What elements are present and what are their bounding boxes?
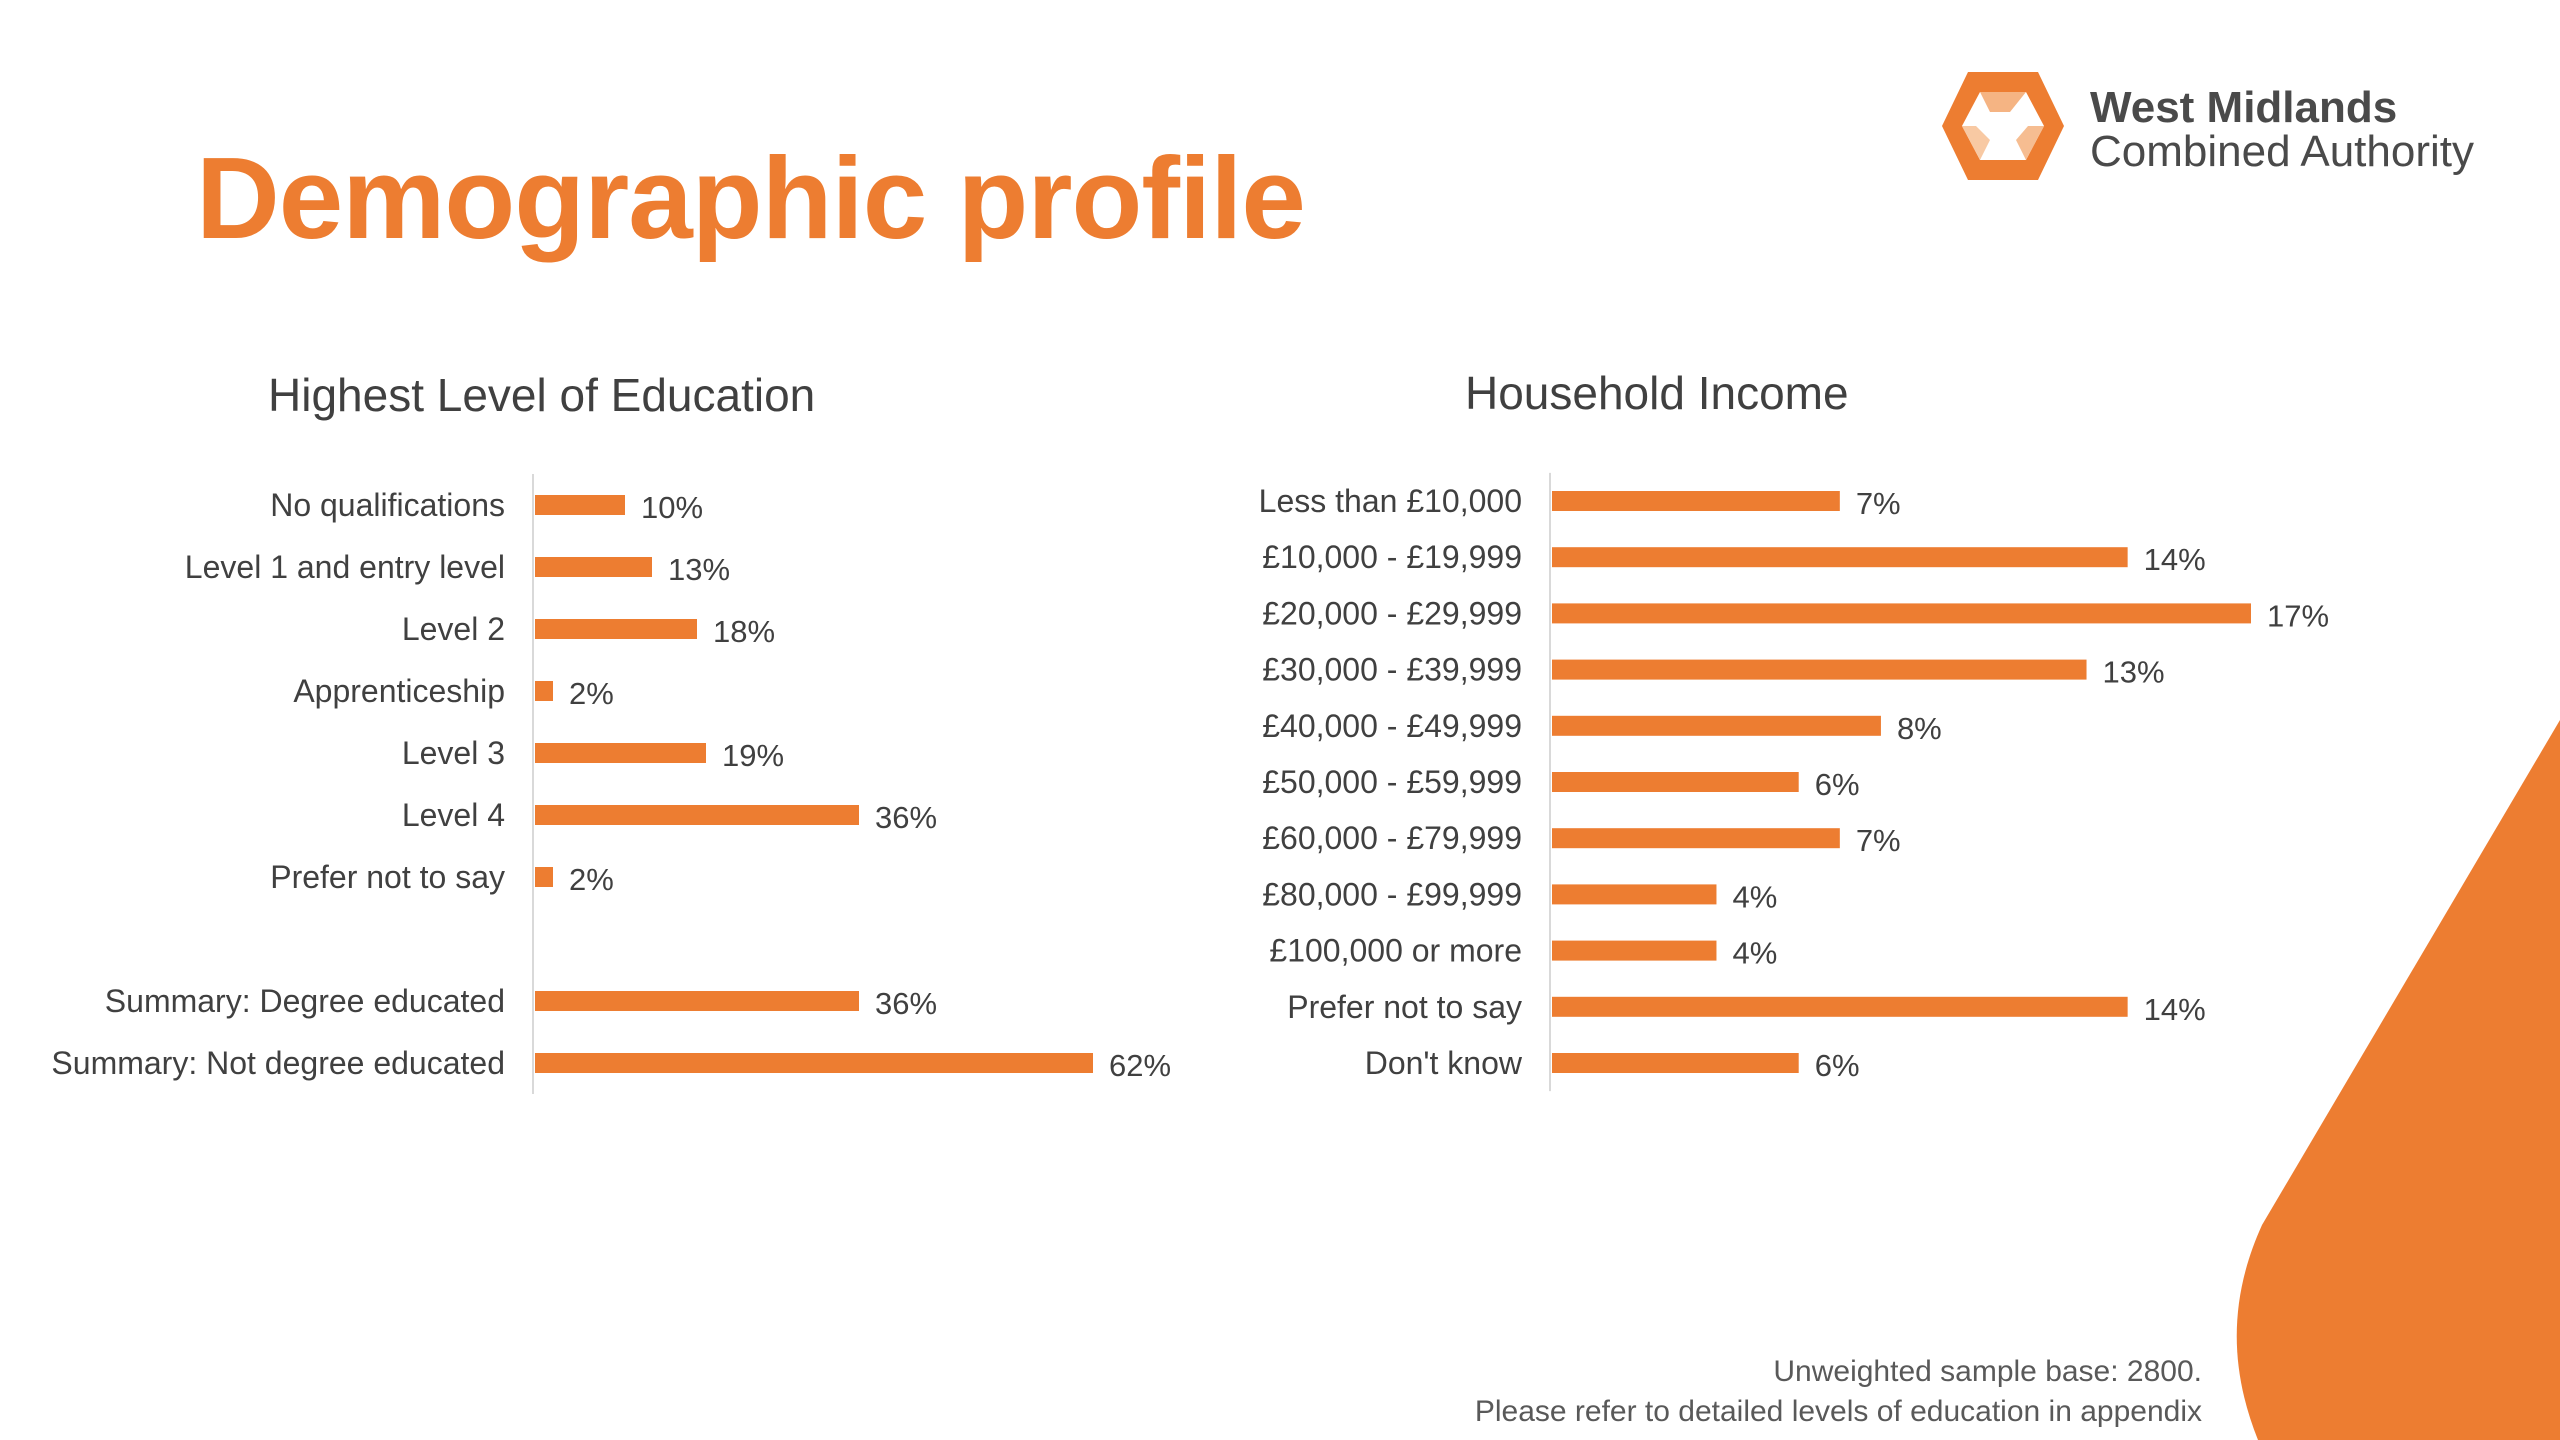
income-bar bbox=[1552, 996, 2128, 1017]
education-chart-title: Highest Level of Education bbox=[268, 369, 816, 421]
logo-text-line1: West Midlands bbox=[2090, 83, 2398, 132]
education-category-label: Level 1 and entry level bbox=[185, 549, 505, 585]
education-category-label: Summary: Degree educated bbox=[105, 983, 505, 1019]
income-category-label: £100,000 or more bbox=[1269, 933, 1522, 969]
education-category-label: Level 2 bbox=[402, 611, 505, 647]
education-data-label: 13% bbox=[668, 552, 730, 587]
income-category-label: £40,000 - £49,999 bbox=[1262, 708, 1522, 744]
education-data-label: 10% bbox=[641, 490, 703, 525]
education-data-label: 36% bbox=[875, 800, 937, 835]
education-category-label: No qualifications bbox=[270, 487, 505, 523]
income-data-label: 14% bbox=[2144, 542, 2206, 577]
income-bar bbox=[1552, 772, 1799, 792]
income-bar bbox=[1552, 547, 2128, 568]
income-data-label: 8% bbox=[1897, 711, 1942, 746]
education-bar bbox=[535, 805, 859, 825]
income-category-label: Don't know bbox=[1365, 1045, 1523, 1081]
income-category-label: £60,000 - £79,999 bbox=[1262, 820, 1522, 856]
logo: West Midlands Combined Authority bbox=[1940, 68, 2560, 198]
income-category-label: Less than £10,000 bbox=[1259, 483, 1522, 519]
income-category-label: Prefer not to say bbox=[1287, 989, 1522, 1025]
education-bar bbox=[535, 991, 859, 1011]
income-bar bbox=[1552, 491, 1840, 511]
income-category-label: £50,000 - £59,999 bbox=[1262, 764, 1522, 800]
education-category-label: Prefer not to say bbox=[270, 859, 505, 895]
income-category-label: £10,000 - £19,999 bbox=[1262, 539, 1522, 575]
income-data-label: 4% bbox=[1732, 936, 1777, 971]
education-category-label: Summary: Not degree educated bbox=[51, 1045, 505, 1081]
income-data-label: 6% bbox=[1815, 1048, 1860, 1083]
footnote: Unweighted sample base: 2800. Please ref… bbox=[1475, 1352, 2202, 1432]
education-data-label: 36% bbox=[875, 986, 937, 1021]
hexagon-logo-icon bbox=[1942, 72, 2064, 180]
education-bar bbox=[535, 681, 553, 701]
education-category-label: Level 4 bbox=[402, 797, 505, 833]
income-category-label: £30,000 - £39,999 bbox=[1262, 652, 1522, 688]
footnote-line2: Please refer to detailed levels of educa… bbox=[1474, 1395, 2202, 1428]
education-category-label: Level 3 bbox=[402, 735, 505, 771]
income-bar bbox=[1552, 828, 1840, 849]
education-data-label: 2% bbox=[569, 676, 614, 711]
education-data-label: 62% bbox=[1109, 1048, 1171, 1083]
income-data-label: 4% bbox=[1732, 879, 1777, 914]
income-data-label: 14% bbox=[2144, 992, 2206, 1027]
income-data-label: 17% bbox=[2267, 598, 2329, 633]
education-data-label: 19% bbox=[722, 738, 784, 773]
income-data-label: 6% bbox=[1815, 767, 1860, 802]
income-chart-title: Household Income bbox=[1465, 367, 1849, 419]
income-data-label: 7% bbox=[1856, 486, 1901, 521]
income-bar bbox=[1552, 659, 2087, 680]
education-data-label: 2% bbox=[569, 862, 614, 897]
income-category-label: £80,000 - £99,999 bbox=[1262, 876, 1522, 912]
income-data-label: 7% bbox=[1856, 823, 1901, 858]
income-category-label: £20,000 - £29,999 bbox=[1262, 595, 1522, 631]
education-category-label: Apprenticeship bbox=[293, 673, 505, 709]
education-bar bbox=[535, 867, 553, 887]
education-bar bbox=[535, 619, 697, 639]
page-title: Demographic profile bbox=[196, 133, 1306, 263]
education-bar bbox=[535, 1053, 1093, 1073]
education-data-label: 18% bbox=[713, 614, 775, 649]
education-bar bbox=[535, 557, 652, 577]
income-bar bbox=[1552, 940, 1717, 961]
income-bar bbox=[1552, 715, 1881, 736]
education-bar bbox=[535, 743, 706, 763]
income-bar bbox=[1552, 884, 1717, 905]
education-bar bbox=[535, 495, 625, 515]
footnote-line1: Unweighted sample base: 2800. bbox=[1773, 1355, 2202, 1388]
income-bar bbox=[1552, 1053, 1799, 1073]
logo-text-line2: Combined Authority bbox=[2090, 127, 2474, 176]
income-bar bbox=[1552, 603, 2251, 624]
income-data-label: 13% bbox=[2103, 655, 2165, 690]
